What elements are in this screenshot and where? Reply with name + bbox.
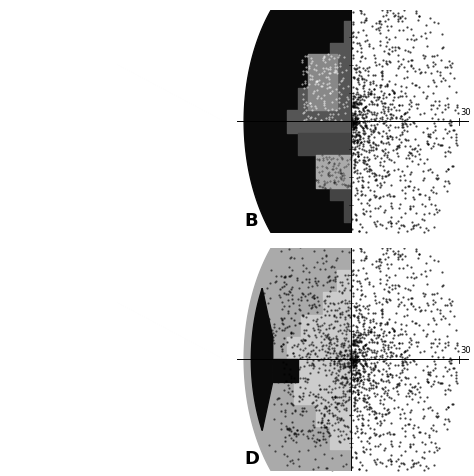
Text: D: D: [244, 450, 259, 468]
Text: 30: 30: [460, 346, 471, 355]
Text: B: B: [244, 212, 258, 230]
Ellipse shape: [33, 312, 200, 407]
Polygon shape: [0, 0, 238, 121]
Circle shape: [8, 251, 224, 467]
Circle shape: [104, 347, 116, 358]
Circle shape: [8, 13, 224, 229]
Circle shape: [98, 102, 116, 119]
Circle shape: [97, 82, 109, 93]
Circle shape: [73, 79, 159, 164]
Polygon shape: [351, 192, 458, 476]
Ellipse shape: [33, 74, 200, 169]
Circle shape: [85, 90, 147, 153]
Circle shape: [103, 82, 118, 98]
Circle shape: [69, 313, 163, 406]
Polygon shape: [0, 237, 238, 359]
Circle shape: [112, 92, 125, 106]
Polygon shape: [351, 0, 458, 289]
Circle shape: [66, 71, 166, 171]
Circle shape: [103, 91, 112, 100]
Circle shape: [96, 339, 136, 379]
Text: A: A: [21, 206, 36, 223]
Ellipse shape: [16, 49, 216, 183]
Polygon shape: [0, 237, 224, 467]
Polygon shape: [244, 192, 351, 476]
Text: 30: 30: [460, 108, 471, 117]
Polygon shape: [251, 288, 273, 430]
Ellipse shape: [16, 287, 216, 421]
Text: C: C: [21, 444, 35, 461]
Circle shape: [87, 92, 105, 110]
Circle shape: [8, 13, 224, 229]
Bar: [273, 359, 298, 382]
Circle shape: [94, 86, 116, 108]
Circle shape: [8, 251, 224, 467]
Polygon shape: [244, 0, 351, 289]
Polygon shape: [0, 0, 224, 229]
Circle shape: [76, 319, 156, 399]
